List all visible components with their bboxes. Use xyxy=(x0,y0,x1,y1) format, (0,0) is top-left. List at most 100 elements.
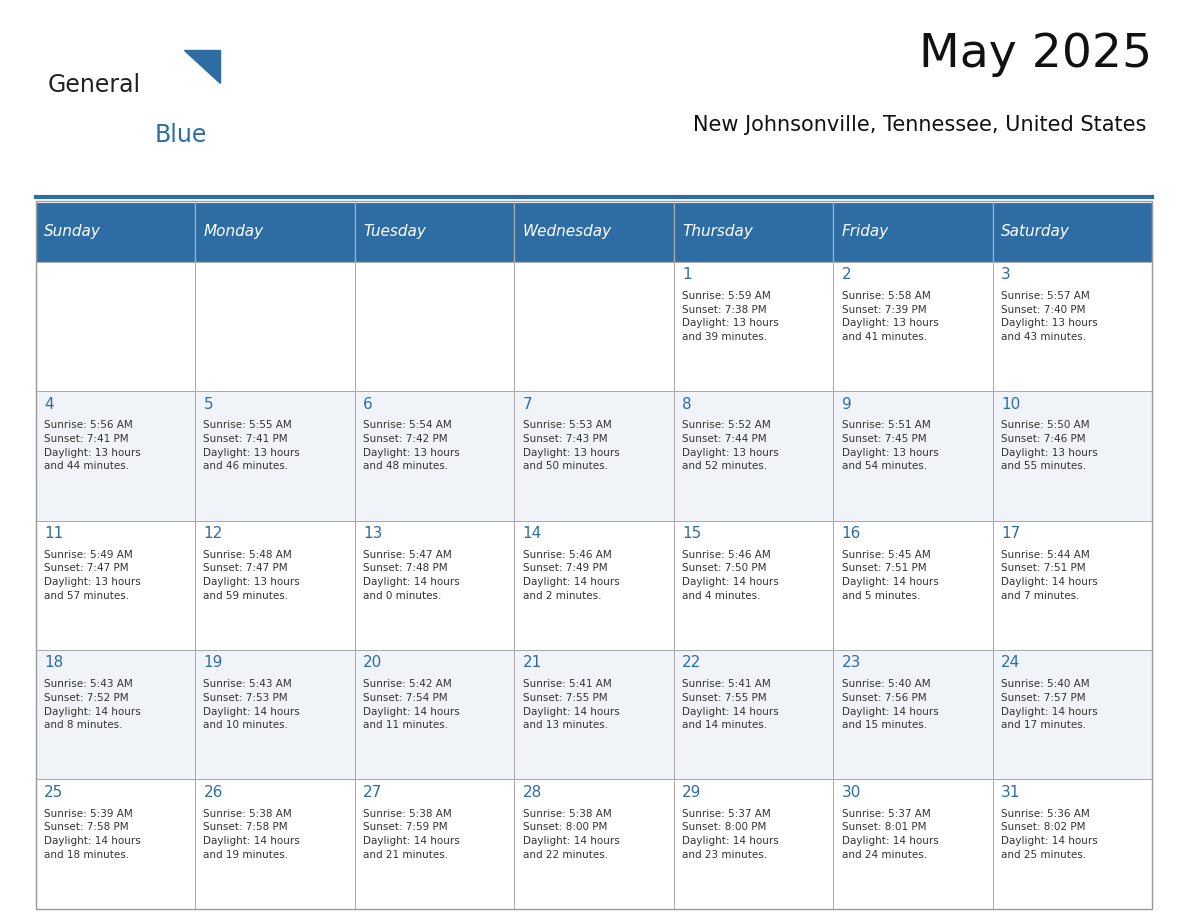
Text: Sunrise: 5:52 AM
Sunset: 7:44 PM
Daylight: 13 hours
and 52 minutes.: Sunrise: 5:52 AM Sunset: 7:44 PM Dayligh… xyxy=(682,420,779,471)
Text: Sunrise: 5:40 AM
Sunset: 7:56 PM
Daylight: 14 hours
and 15 minutes.: Sunrise: 5:40 AM Sunset: 7:56 PM Dayligh… xyxy=(841,679,939,730)
Text: 5: 5 xyxy=(203,397,213,411)
Text: Sunrise: 5:37 AM
Sunset: 8:00 PM
Daylight: 14 hours
and 23 minutes.: Sunrise: 5:37 AM Sunset: 8:00 PM Dayligh… xyxy=(682,809,779,859)
Text: Sunrise: 5:49 AM
Sunset: 7:47 PM
Daylight: 13 hours
and 57 minutes.: Sunrise: 5:49 AM Sunset: 7:47 PM Dayligh… xyxy=(44,550,140,600)
Text: Sunrise: 5:44 AM
Sunset: 7:51 PM
Daylight: 14 hours
and 7 minutes.: Sunrise: 5:44 AM Sunset: 7:51 PM Dayligh… xyxy=(1001,550,1098,600)
Text: 16: 16 xyxy=(841,526,861,541)
Text: Sunrise: 5:50 AM
Sunset: 7:46 PM
Daylight: 13 hours
and 55 minutes.: Sunrise: 5:50 AM Sunset: 7:46 PM Dayligh… xyxy=(1001,420,1098,471)
Bar xyxy=(833,391,993,521)
Bar xyxy=(833,650,993,779)
Text: Sunrise: 5:56 AM
Sunset: 7:41 PM
Daylight: 13 hours
and 44 minutes.: Sunrise: 5:56 AM Sunset: 7:41 PM Dayligh… xyxy=(44,420,140,471)
Bar xyxy=(993,262,1152,391)
Text: 28: 28 xyxy=(523,785,542,800)
Bar xyxy=(993,391,1152,521)
Bar xyxy=(514,650,674,779)
Bar xyxy=(355,650,514,779)
Text: 22: 22 xyxy=(682,655,701,670)
Text: May 2025: May 2025 xyxy=(920,32,1152,77)
Bar xyxy=(833,779,993,909)
Text: Sunrise: 5:42 AM
Sunset: 7:54 PM
Daylight: 14 hours
and 11 minutes.: Sunrise: 5:42 AM Sunset: 7:54 PM Dayligh… xyxy=(364,679,460,730)
Text: Sunrise: 5:59 AM
Sunset: 7:38 PM
Daylight: 13 hours
and 39 minutes.: Sunrise: 5:59 AM Sunset: 7:38 PM Dayligh… xyxy=(682,291,779,341)
Bar xyxy=(674,650,833,779)
Bar xyxy=(833,262,993,391)
Text: 15: 15 xyxy=(682,526,701,541)
Text: 1: 1 xyxy=(682,267,691,282)
Text: General: General xyxy=(48,73,140,96)
Text: Sunrise: 5:46 AM
Sunset: 7:50 PM
Daylight: 14 hours
and 4 minutes.: Sunrise: 5:46 AM Sunset: 7:50 PM Dayligh… xyxy=(682,550,779,600)
Text: Sunrise: 5:45 AM
Sunset: 7:51 PM
Daylight: 14 hours
and 5 minutes.: Sunrise: 5:45 AM Sunset: 7:51 PM Dayligh… xyxy=(841,550,939,600)
Text: Friday: Friday xyxy=(841,224,889,240)
Bar xyxy=(833,202,993,262)
Bar xyxy=(195,779,355,909)
Bar xyxy=(195,521,355,650)
Text: Sunrise: 5:48 AM
Sunset: 7:47 PM
Daylight: 13 hours
and 59 minutes.: Sunrise: 5:48 AM Sunset: 7:47 PM Dayligh… xyxy=(203,550,301,600)
Text: 6: 6 xyxy=(364,397,373,411)
Text: Sunrise: 5:55 AM
Sunset: 7:41 PM
Daylight: 13 hours
and 46 minutes.: Sunrise: 5:55 AM Sunset: 7:41 PM Dayligh… xyxy=(203,420,301,471)
Text: 20: 20 xyxy=(364,655,383,670)
Text: 14: 14 xyxy=(523,526,542,541)
Text: Tuesday: Tuesday xyxy=(364,224,425,240)
Text: Sunrise: 5:41 AM
Sunset: 7:55 PM
Daylight: 14 hours
and 14 minutes.: Sunrise: 5:41 AM Sunset: 7:55 PM Dayligh… xyxy=(682,679,779,730)
Text: Sunrise: 5:51 AM
Sunset: 7:45 PM
Daylight: 13 hours
and 54 minutes.: Sunrise: 5:51 AM Sunset: 7:45 PM Dayligh… xyxy=(841,420,939,471)
Text: Blue: Blue xyxy=(154,123,207,147)
Text: Sunrise: 5:40 AM
Sunset: 7:57 PM
Daylight: 14 hours
and 17 minutes.: Sunrise: 5:40 AM Sunset: 7:57 PM Dayligh… xyxy=(1001,679,1098,730)
Bar xyxy=(36,521,195,650)
Text: 10: 10 xyxy=(1001,397,1020,411)
Bar xyxy=(355,262,514,391)
Text: Sunrise: 5:43 AM
Sunset: 7:53 PM
Daylight: 14 hours
and 10 minutes.: Sunrise: 5:43 AM Sunset: 7:53 PM Dayligh… xyxy=(203,679,301,730)
Bar xyxy=(514,391,674,521)
Text: Sunrise: 5:46 AM
Sunset: 7:49 PM
Daylight: 14 hours
and 2 minutes.: Sunrise: 5:46 AM Sunset: 7:49 PM Dayligh… xyxy=(523,550,619,600)
Bar xyxy=(195,262,355,391)
Text: 23: 23 xyxy=(841,655,861,670)
Bar xyxy=(36,202,195,262)
Text: Saturday: Saturday xyxy=(1001,224,1070,240)
Text: Sunrise: 5:53 AM
Sunset: 7:43 PM
Daylight: 13 hours
and 50 minutes.: Sunrise: 5:53 AM Sunset: 7:43 PM Dayligh… xyxy=(523,420,619,471)
Text: 25: 25 xyxy=(44,785,63,800)
Text: 8: 8 xyxy=(682,397,691,411)
Text: 9: 9 xyxy=(841,397,852,411)
Bar xyxy=(36,779,195,909)
Text: 12: 12 xyxy=(203,526,222,541)
Bar xyxy=(355,779,514,909)
Bar xyxy=(674,779,833,909)
Text: Sunrise: 5:58 AM
Sunset: 7:39 PM
Daylight: 13 hours
and 41 minutes.: Sunrise: 5:58 AM Sunset: 7:39 PM Dayligh… xyxy=(841,291,939,341)
Bar xyxy=(514,779,674,909)
Text: Sunrise: 5:41 AM
Sunset: 7:55 PM
Daylight: 14 hours
and 13 minutes.: Sunrise: 5:41 AM Sunset: 7:55 PM Dayligh… xyxy=(523,679,619,730)
Bar xyxy=(993,650,1152,779)
Bar xyxy=(36,650,195,779)
Bar xyxy=(36,391,195,521)
Text: 7: 7 xyxy=(523,397,532,411)
Bar xyxy=(674,202,833,262)
Text: 2: 2 xyxy=(841,267,852,282)
Text: 27: 27 xyxy=(364,785,383,800)
Text: Thursday: Thursday xyxy=(682,224,753,240)
Bar xyxy=(36,201,1152,909)
Text: Sunrise: 5:54 AM
Sunset: 7:42 PM
Daylight: 13 hours
and 48 minutes.: Sunrise: 5:54 AM Sunset: 7:42 PM Dayligh… xyxy=(364,420,460,471)
Text: Sunrise: 5:47 AM
Sunset: 7:48 PM
Daylight: 14 hours
and 0 minutes.: Sunrise: 5:47 AM Sunset: 7:48 PM Dayligh… xyxy=(364,550,460,600)
Text: Sunrise: 5:57 AM
Sunset: 7:40 PM
Daylight: 13 hours
and 43 minutes.: Sunrise: 5:57 AM Sunset: 7:40 PM Dayligh… xyxy=(1001,291,1098,341)
Bar xyxy=(674,262,833,391)
Bar xyxy=(833,521,993,650)
Text: 26: 26 xyxy=(203,785,223,800)
Bar xyxy=(993,202,1152,262)
Bar xyxy=(195,391,355,521)
Bar xyxy=(993,779,1152,909)
Text: Wednesday: Wednesday xyxy=(523,224,612,240)
Text: 29: 29 xyxy=(682,785,701,800)
Text: 11: 11 xyxy=(44,526,63,541)
Bar xyxy=(36,262,195,391)
Bar xyxy=(355,391,514,521)
Bar xyxy=(514,521,674,650)
Bar xyxy=(355,202,514,262)
Text: Sunrise: 5:36 AM
Sunset: 8:02 PM
Daylight: 14 hours
and 25 minutes.: Sunrise: 5:36 AM Sunset: 8:02 PM Dayligh… xyxy=(1001,809,1098,859)
Bar xyxy=(514,262,674,391)
Bar xyxy=(195,202,355,262)
Bar xyxy=(514,202,674,262)
Text: 21: 21 xyxy=(523,655,542,670)
Text: 30: 30 xyxy=(841,785,861,800)
Text: Sunrise: 5:39 AM
Sunset: 7:58 PM
Daylight: 14 hours
and 18 minutes.: Sunrise: 5:39 AM Sunset: 7:58 PM Dayligh… xyxy=(44,809,140,859)
Bar xyxy=(195,650,355,779)
Text: New Johnsonville, Tennessee, United States: New Johnsonville, Tennessee, United Stat… xyxy=(693,115,1146,135)
Text: 13: 13 xyxy=(364,526,383,541)
Text: 18: 18 xyxy=(44,655,63,670)
Text: Sunrise: 5:38 AM
Sunset: 8:00 PM
Daylight: 14 hours
and 22 minutes.: Sunrise: 5:38 AM Sunset: 8:00 PM Dayligh… xyxy=(523,809,619,859)
